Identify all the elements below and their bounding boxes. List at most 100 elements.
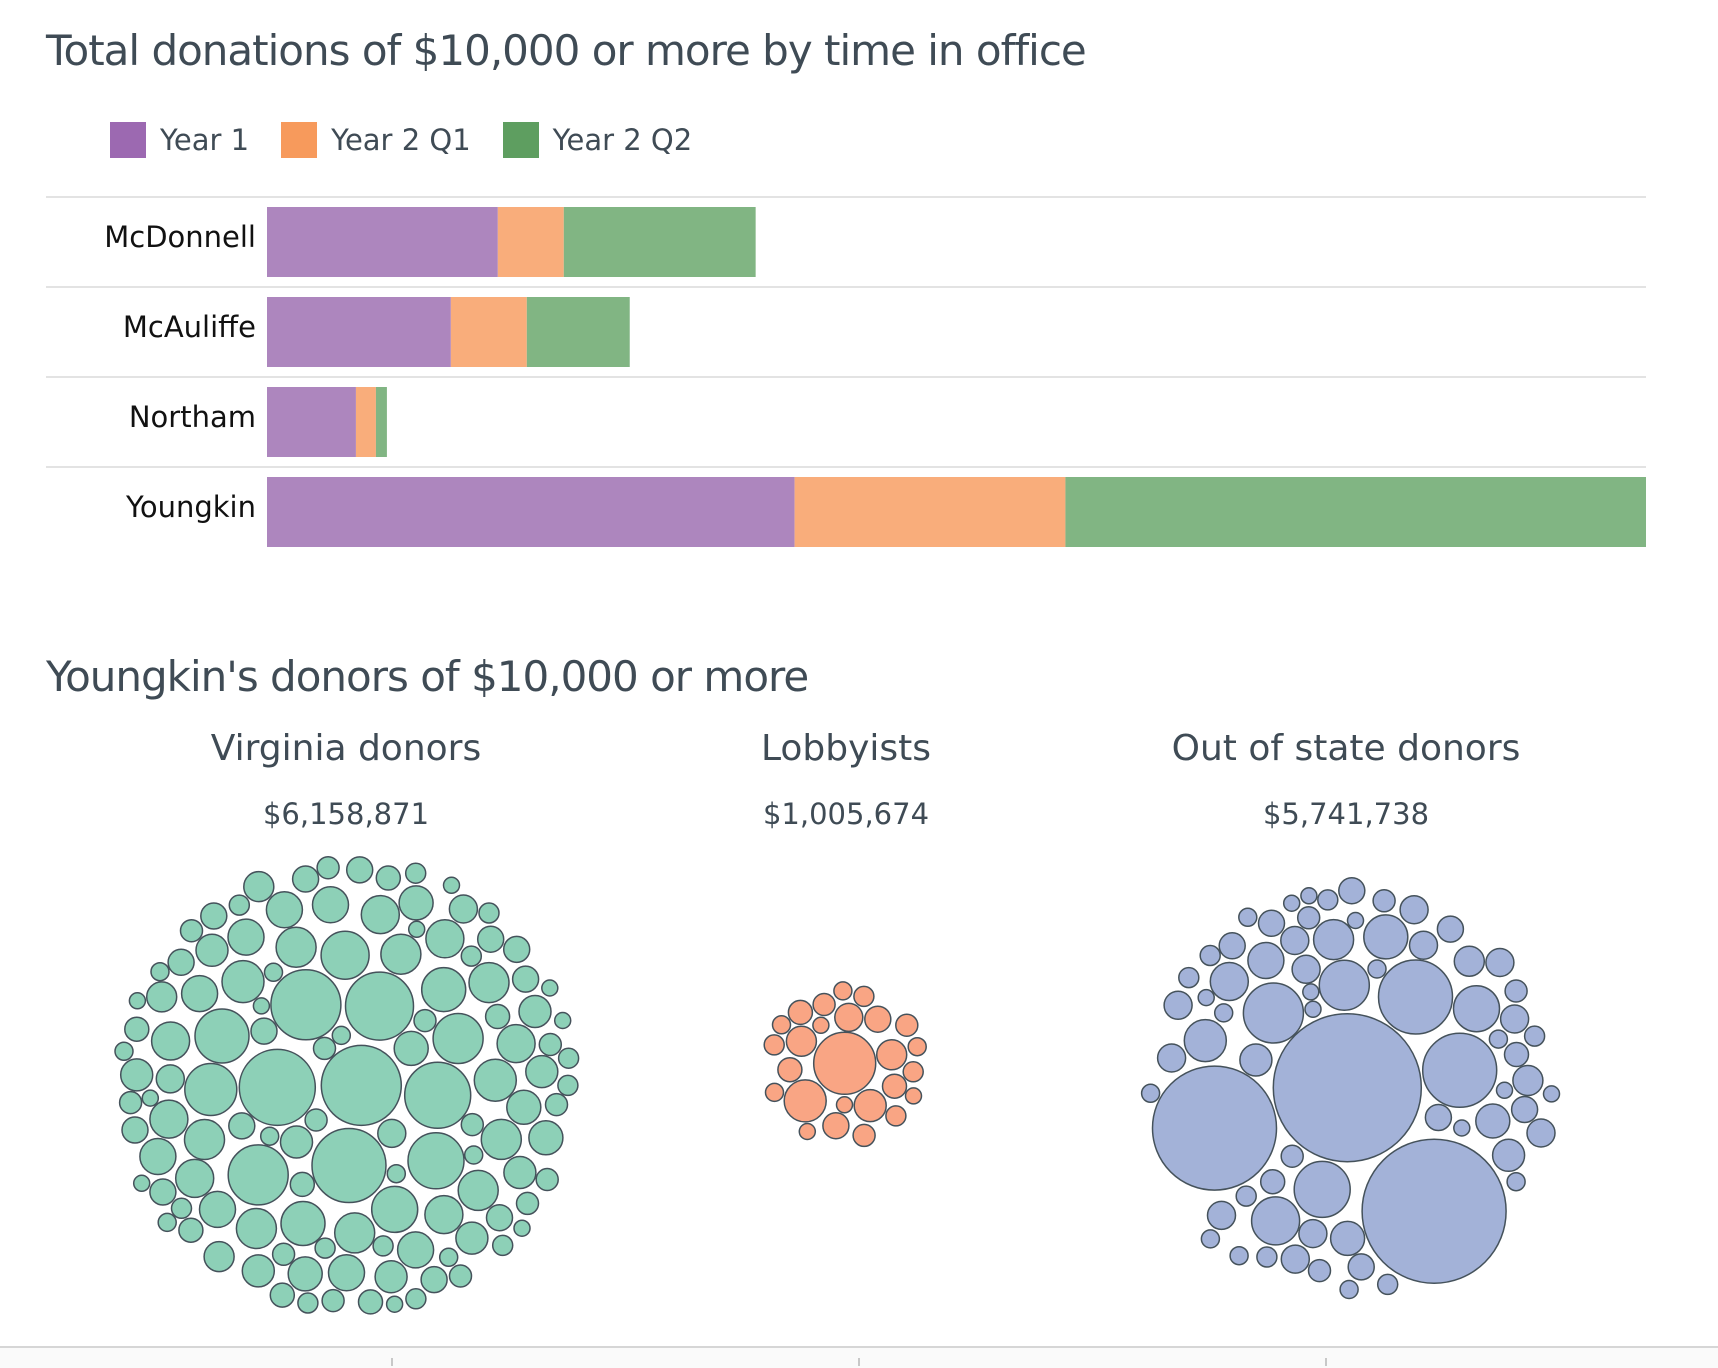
donor-bubble xyxy=(344,971,415,1041)
donor-bubble xyxy=(1259,1168,1286,1195)
donor-bubble xyxy=(1424,1103,1453,1132)
donor-bubble xyxy=(904,1087,923,1105)
donor-bubble xyxy=(279,1125,314,1159)
donor-bubble xyxy=(119,1058,154,1092)
donor-bubble xyxy=(1197,988,1215,1007)
donor-bubble xyxy=(180,974,219,1013)
bar-segment xyxy=(375,387,387,457)
footer-tick xyxy=(1325,1358,1327,1366)
donor-bubble xyxy=(764,1082,785,1103)
donor-bubble xyxy=(1178,966,1200,989)
donor-bubble xyxy=(853,985,875,1008)
donor-bubble xyxy=(372,1235,394,1257)
donor-bubble xyxy=(535,1167,559,1192)
donor-bubble xyxy=(228,1112,256,1140)
donor-bubble xyxy=(403,1061,472,1130)
donor-bubble xyxy=(124,1016,150,1042)
donor-bubble xyxy=(1250,1196,1301,1246)
donor-bubble xyxy=(227,1144,289,1206)
legend-label-year-1: Year 1 xyxy=(160,123,250,157)
donor-bubble xyxy=(380,933,422,975)
donor-bubble xyxy=(1312,918,1355,961)
legend-item-year-2-q1: Year 2 Q1 xyxy=(281,122,471,158)
bubble-pack-chart xyxy=(114,855,1561,1315)
donor-bubble xyxy=(907,1036,927,1057)
donor-bubble xyxy=(1229,1245,1249,1266)
donor-bubble xyxy=(834,1002,864,1033)
donor-bubble xyxy=(783,1079,827,1123)
donor-bubble xyxy=(812,992,836,1017)
donor-bubble xyxy=(798,1122,817,1141)
donor-bubble xyxy=(121,1116,149,1144)
donor-bubble xyxy=(150,1021,191,1061)
donor-bubble xyxy=(241,1254,276,1288)
bar-segment xyxy=(267,297,451,367)
donor-bubble xyxy=(1475,1103,1511,1139)
donor-bubble xyxy=(200,902,228,930)
donor-bubble xyxy=(1282,894,1301,912)
donor-bubble xyxy=(304,1108,328,1132)
donor-bubble xyxy=(1376,1273,1399,1296)
donor-bubble xyxy=(787,999,814,1026)
donor-bubble xyxy=(448,894,479,924)
bar-segment xyxy=(450,297,527,367)
donor-bubble xyxy=(1485,947,1515,978)
donor-bubble xyxy=(1523,1025,1546,1047)
donor-bubble xyxy=(420,1265,448,1294)
donor-bubble xyxy=(404,862,427,884)
donor-bubble xyxy=(460,945,483,967)
donor-bubble xyxy=(1238,907,1258,928)
donor-bubble xyxy=(265,891,304,929)
donor-bubble xyxy=(463,1145,484,1165)
donor-bubble xyxy=(1304,1000,1322,1018)
donor-bubble xyxy=(812,1031,877,1096)
donor-bubble xyxy=(221,959,265,1004)
donor-bubble xyxy=(1510,1095,1539,1124)
donor-bubble xyxy=(275,926,317,969)
donor-bubble xyxy=(1499,1004,1530,1034)
donor-bubble xyxy=(1453,945,1486,977)
donor-bubble xyxy=(1256,1246,1278,1268)
donor-bubble xyxy=(835,1096,854,1114)
donor-bubble xyxy=(311,1127,387,1204)
donor-bubble xyxy=(280,1200,326,1247)
donor-bubble xyxy=(149,1099,189,1139)
group-title-out-of-state: Out of state donors xyxy=(1171,728,1521,769)
donor-bubble xyxy=(496,1023,536,1064)
donor-bubble xyxy=(1495,1081,1514,1100)
donor-bubble xyxy=(375,865,402,891)
donor-bubble xyxy=(194,1008,250,1064)
donor-bubble xyxy=(132,1174,151,1193)
donor-bubble xyxy=(541,979,559,997)
donor-bubble xyxy=(238,1048,317,1127)
donor-bubble xyxy=(438,1247,459,1268)
donor-bubble xyxy=(1491,1138,1526,1173)
donor-bubble xyxy=(155,1064,186,1094)
donor-bubble xyxy=(393,1030,429,1067)
bar-segment xyxy=(497,207,564,277)
donor-bubble xyxy=(357,1289,384,1315)
donor-bubble xyxy=(1293,1160,1351,1219)
donor-bubble xyxy=(515,1191,540,1216)
donor-bubble xyxy=(1329,1220,1366,1257)
category-label: Northam xyxy=(129,400,256,434)
donor-bubble xyxy=(864,1005,892,1033)
donor-bubble xyxy=(287,1256,323,1292)
donor-bubble xyxy=(1346,911,1365,930)
category-label: McAuliffe xyxy=(123,310,256,344)
donor-bubble xyxy=(1307,1258,1332,1283)
donor-bubble xyxy=(557,1047,580,1069)
donor-bubble xyxy=(374,1259,408,1294)
donor-bubble xyxy=(1526,1118,1556,1148)
donor-bubble xyxy=(1452,984,1501,1033)
donor-bubble xyxy=(333,1212,376,1254)
donor-bubble xyxy=(321,1288,345,1313)
donor-bubble xyxy=(1291,954,1321,985)
donor-bubble xyxy=(506,1089,542,1126)
donor-bubble xyxy=(1209,961,1250,1002)
donor-bubble xyxy=(167,948,195,977)
donor-bubble xyxy=(1280,1244,1311,1274)
donor-bubble xyxy=(377,1118,407,1149)
donor-bubble xyxy=(297,1292,319,1314)
donor-bubble xyxy=(518,994,552,1029)
